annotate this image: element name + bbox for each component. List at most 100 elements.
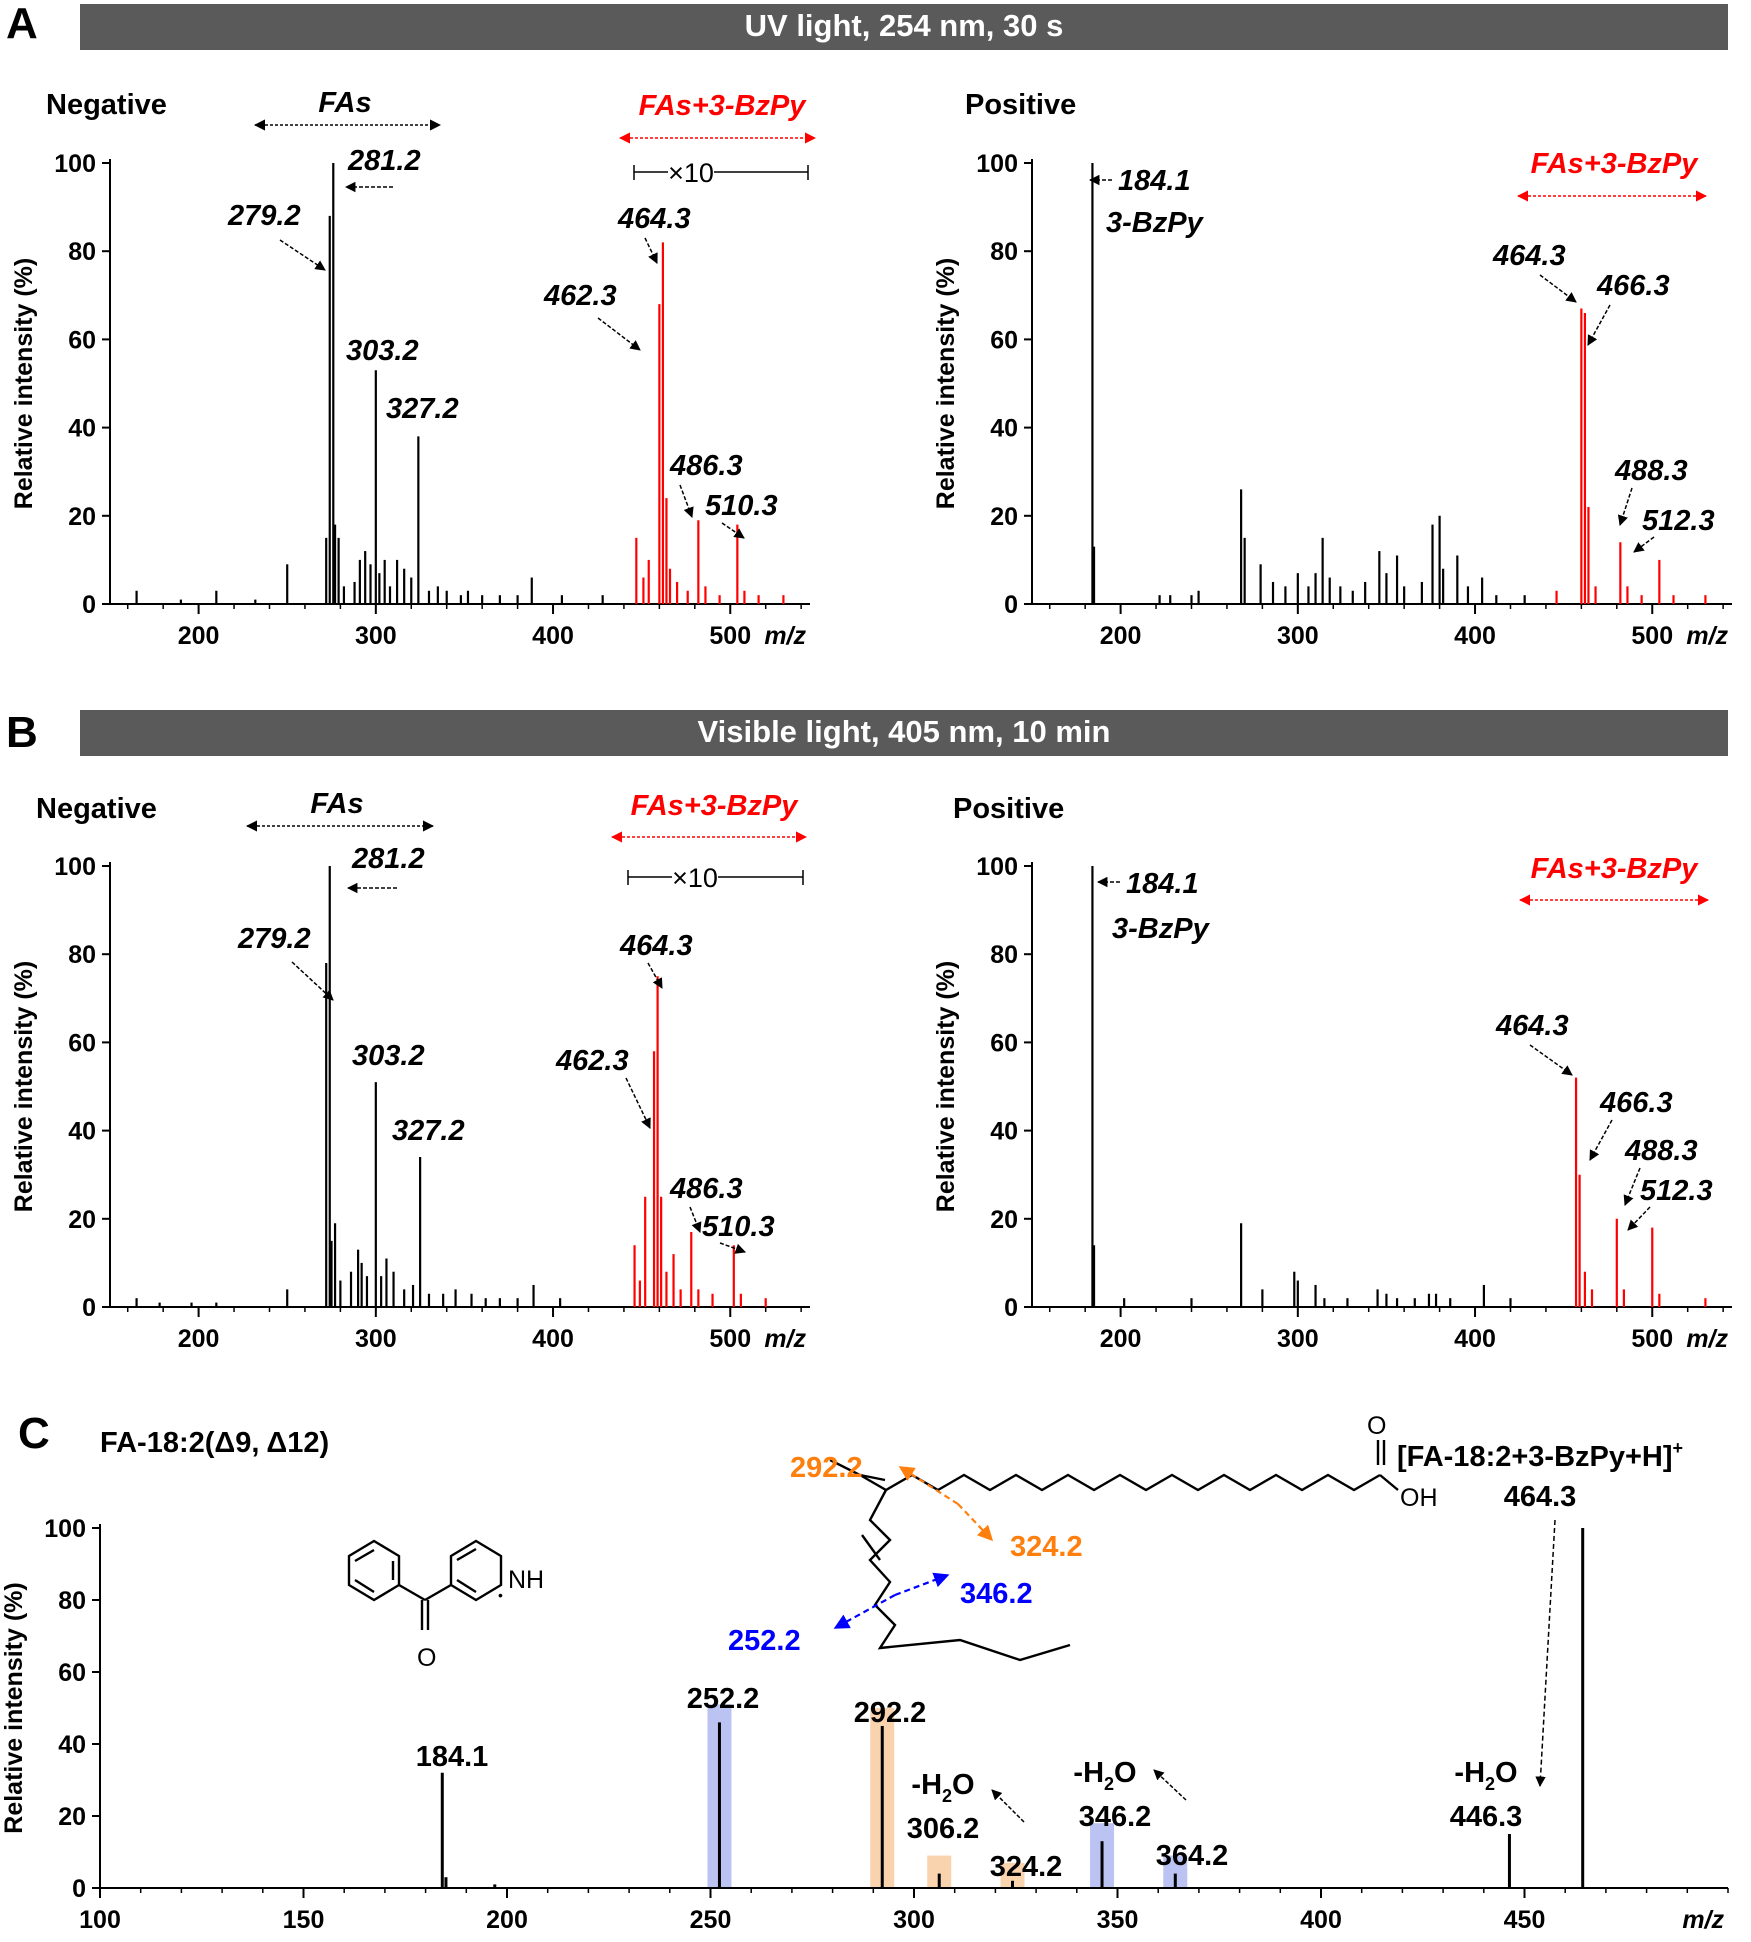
peak-label-466: 466.3 [1596,270,1670,302]
y-tick-label: 0 [1004,591,1018,619]
y-tick-label: 0 [72,1875,86,1903]
peak-arrow-512 [1633,536,1655,553]
y-axis-label: Relative intensity (%) [0,1582,28,1833]
peak-label-488: 488.3 [1614,455,1688,487]
y-axis-label: Relative intensity (%) [932,961,960,1212]
y-tick-label: 40 [68,1118,96,1146]
peak-label-364: 364.2 [1156,1840,1229,1872]
y-tick-label: 100 [54,853,96,881]
x-tick-label: 250 [690,1906,732,1934]
panel-c-letter: C [18,1409,50,1458]
peak-arrow-510 [721,522,745,539]
bzpy-nh: NH [508,1566,544,1594]
peak-arrow-488 [1623,1167,1641,1206]
x-tick-label: 400 [1454,622,1496,650]
peak-arrow-464 [647,962,663,989]
peak-label-303: 303.2 [346,335,419,367]
chart-title: Positive [965,89,1076,121]
chart-title: Negative [36,793,157,825]
bzpy-structure [347,1539,503,1630]
peak-label-462: 462.3 [555,1045,629,1077]
peak-label-281: 281.2 [351,843,425,875]
peak-label-184: 184.1 [1126,868,1199,900]
zoom-label: ×10 [672,863,718,893]
y-tick-label: 20 [990,1206,1018,1234]
panel-b-letter: B [6,708,38,757]
fragment-252-label: 252.2 [728,1625,801,1657]
nh-knockout [503,1560,537,1592]
x-tick-label: 500 [1631,1325,1673,1353]
x-tick-label: 150 [283,1906,325,1934]
peak-label-486: 486.3 [669,1173,743,1205]
x-tick-label: 450 [1504,1906,1546,1934]
x-tick-label: 300 [1277,1325,1319,1353]
plot-area: 0 20 40 60 80 100 200 300 400 500 m/z Relative inte… [932,150,1732,650]
peak-label-464: 464.3 [1492,240,1566,272]
y-tick-label: 80 [58,1587,86,1615]
y-tick-label: 100 [44,1515,86,1543]
bzpy-carbonyl-o: O [417,1644,436,1672]
red-bracket-label: FAs+3-BzPy [639,90,808,122]
chart-title: Positive [953,793,1064,825]
y-tick-label: 80 [68,238,96,266]
peak-arrow-510 [719,1242,746,1254]
peak-arrow-464 [644,237,658,264]
y-tick-label: 20 [58,1803,86,1831]
x-axis-unit: m/z [764,1325,806,1353]
chart-c: 0 20 40 60 80 100 100 150 200 250 300 350 400 450 m/z R… [0,1412,1729,1934]
peak-label-3bzpy: 3-BzPy [1112,913,1211,945]
chart-b-positive: Positive 0 20 40 60 80 100 200 300 400 500 m/z Rela… [932,793,1732,1353]
chart-a-positive: Positive 0 20 40 60 80 100 200 300 400 500 m/z Rela… [932,89,1732,650]
peak-label-306: 306.2 [907,1813,980,1845]
peak-arrow-279 [291,961,334,1001]
peak-label-279: 279.2 [227,200,301,232]
x-tick-label: 500 [709,1325,751,1353]
chart-title: Negative [46,89,167,121]
peak-label-279: 279.2 [237,923,311,955]
peak-label-464: 464.3 [1504,1481,1577,1513]
peak-label-510: 510.3 [702,1211,775,1243]
x-tick-label: 400 [1300,1906,1342,1934]
y-tick-label: 20 [990,503,1018,531]
water-loss-label: -H2O [1454,1757,1517,1794]
peak-arrow-466 [1587,304,1611,346]
blue-cleavage-left [833,1594,896,1629]
peak-arrow-488 [1617,487,1633,526]
peak-label-3bzpy: 3-BzPy [1106,207,1205,239]
plot-area: 0 20 40 60 80 100 200 300 400 500 m/z Relative inte… [10,853,810,1353]
peak-arrow-279 [279,239,326,271]
y-tick-label: 0 [1004,1294,1018,1322]
y-axis-label: Relative intensity (%) [10,258,38,509]
peak-label-327: 327.2 [392,1115,465,1147]
y-tick-label: 40 [58,1731,86,1759]
x-tick-label: 300 [355,622,397,650]
y-axis-label: Relative intensity (%) [10,961,38,1212]
plot-area: 0 20 40 60 80 100 100 150 200 250 300 350 400 450 m/z R… [0,1515,1729,1934]
peak-label-281: 281.2 [347,145,421,177]
red-bracket-label: FAs+3-BzPy [1531,853,1700,885]
y-tick-label: 20 [68,1206,96,1234]
x-axis-unit: m/z [1682,1906,1724,1934]
peak-label-466: 466.3 [1599,1087,1673,1119]
y-tick-label: 100 [976,853,1018,881]
peak-label-303: 303.2 [352,1040,425,1072]
peak-label-464: 464.3 [617,203,691,235]
x-tick-label: 500 [709,622,751,650]
panel-b-banner [80,710,1728,756]
y-tick-label: 60 [68,1029,96,1057]
peak-label-327: 327.2 [386,393,459,425]
panel-b-banner-text: Visible light, 405 nm, 10 min [698,714,1111,749]
water-loss-arrow-306 [991,1789,1025,1823]
peak-label-252: 252.2 [687,1683,760,1715]
peak-label-462: 462.3 [543,280,617,312]
fa-o: O [1367,1412,1386,1440]
peak-label-346: 346.2 [1079,1801,1152,1833]
bzpy-dot: • [498,1587,503,1603]
fa-structure [829,1440,1399,1662]
y-tick-label: 60 [58,1659,86,1687]
x-tick-label: 500 [1631,622,1673,650]
y-tick-label: 80 [990,941,1018,969]
y-tick-label: 40 [68,415,96,443]
y-tick-label: 60 [990,1029,1018,1057]
